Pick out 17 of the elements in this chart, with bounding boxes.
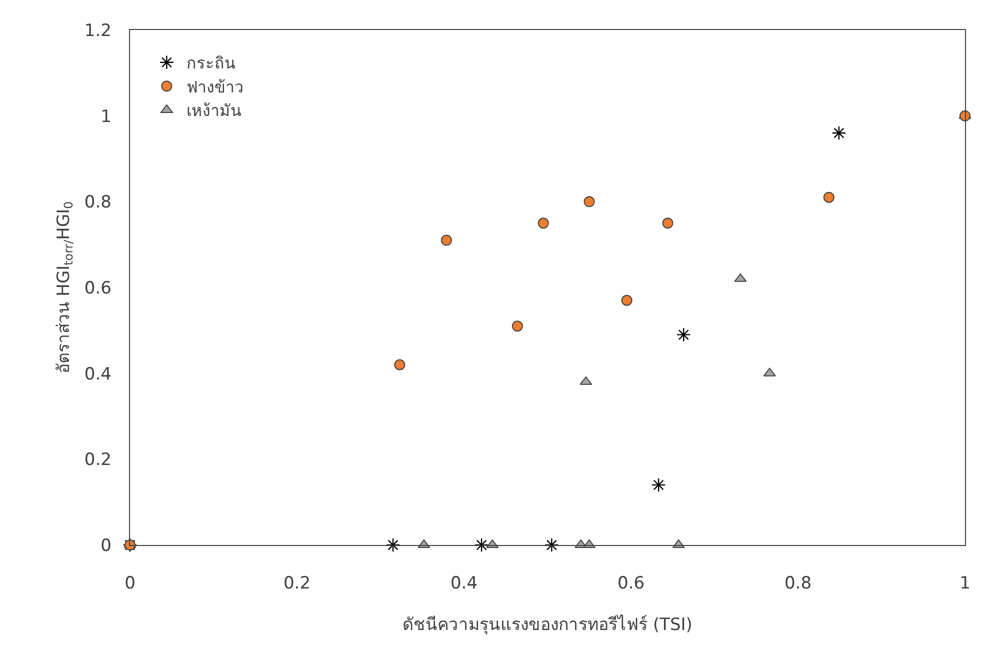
x-tick-label: 0.2 bbox=[283, 574, 311, 594]
x-tick-label: 1 bbox=[960, 574, 970, 594]
y-tick-label: 1.2 bbox=[84, 20, 112, 41]
y-tick-label: 0 bbox=[100, 536, 112, 556]
y-tick-label: 0.6 bbox=[84, 278, 112, 298]
x-tick-label: 0.6 bbox=[617, 574, 645, 594]
legend-label: เหง้ามัน bbox=[186, 101, 242, 120]
x-axis-title: ดัชนีความรุนแรงของการทอรีไฟร์ (TSI) bbox=[402, 614, 692, 635]
legend-label: กระถิน bbox=[186, 54, 236, 73]
legend-label: ฟางข้าว bbox=[186, 77, 244, 96]
x-tick-label: 0.4 bbox=[450, 574, 478, 594]
y-tick-label: 0.4 bbox=[84, 364, 112, 384]
y-tick-label: 0.2 bbox=[84, 450, 112, 470]
x-tick-label: 0 bbox=[124, 574, 136, 594]
x-tick-label: 0.8 bbox=[784, 574, 812, 594]
y-tick-label: 1 bbox=[100, 106, 112, 127]
y-tick-label: 0.8 bbox=[84, 192, 112, 213]
